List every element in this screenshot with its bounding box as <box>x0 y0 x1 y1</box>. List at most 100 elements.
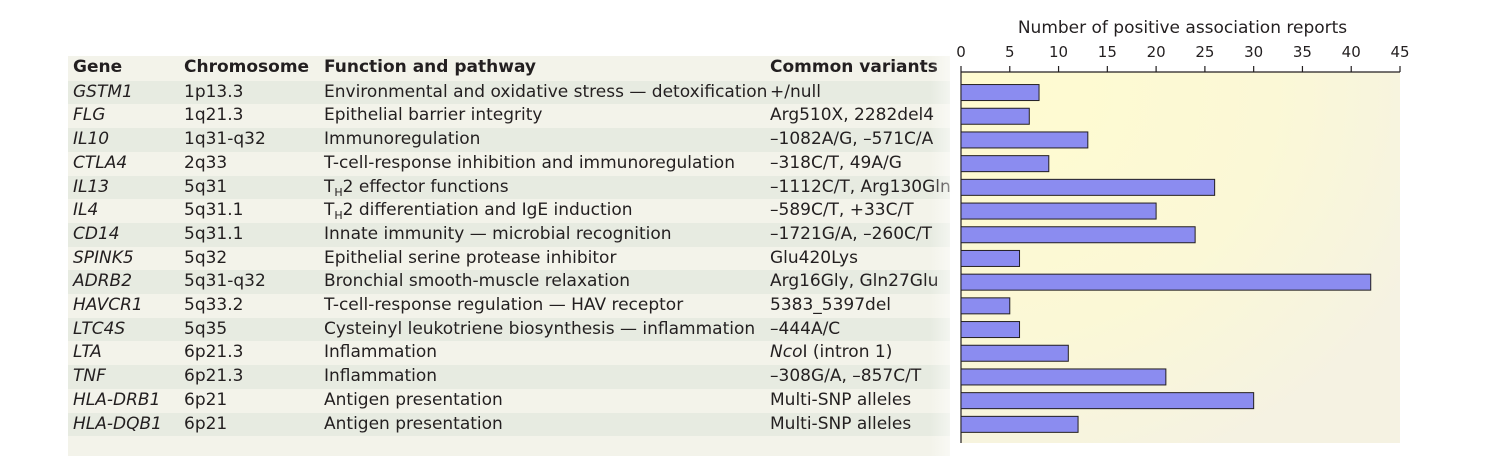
bar-hla-dqb1 <box>960 415 1079 433</box>
gene-cell: LTA <box>73 342 102 363</box>
header-function: Function and pathway <box>324 57 536 77</box>
chromosome-cell: 6p21.3 <box>184 366 244 387</box>
chromosome-cell: 5q31-q32 <box>184 271 266 292</box>
table-header-row: Gene Chromosome Function and pathway Com… <box>68 56 950 80</box>
bar-chart: Number of positive association reports 0… <box>956 18 1410 443</box>
header-variants: Common variants <box>770 57 938 77</box>
gene-cell: FLG <box>73 105 106 126</box>
chromosome-cell: 5q31 <box>184 176 228 197</box>
chromosome-cell: 1p13.3 <box>184 81 244 102</box>
bar-havcr1 <box>960 297 1011 315</box>
chromosome-cell: 5q32 <box>184 247 228 268</box>
function-cell: TH2 effector functions <box>324 176 509 200</box>
table-row: CD14 5q31.1 Innate immunity — microbial … <box>68 222 950 247</box>
table-row: HLA-DRB1 6p21 Antigen presentation Multi… <box>68 389 950 413</box>
bar-tnf <box>960 368 1167 386</box>
chromosome-cell: 2q33 <box>184 152 228 173</box>
variants-italic: Nco <box>770 342 803 363</box>
gene-cell: LTC4S <box>73 318 126 339</box>
bar-il4 <box>960 202 1157 220</box>
bar-hla-drb1 <box>960 392 1255 410</box>
x-axis-ticks: 0 5 10 15 20 25 30 35 40 45 <box>956 43 1410 72</box>
x-tick-label: 5 <box>1005 43 1015 61</box>
gene-cell: GSTM1 <box>73 81 133 102</box>
table-row: IL13 5q31 TH2 effector functions –1112C/… <box>68 175 951 200</box>
variants-cell: Multi-SNP alleles <box>770 389 912 410</box>
bar-adrb2 <box>960 273 1372 291</box>
bar-flg <box>960 107 1030 125</box>
x-tick-label: 25 <box>1195 43 1214 61</box>
function-cell: Environmental and oxidative stress — det… <box>324 81 768 102</box>
x-tick-label: 30 <box>1244 43 1263 61</box>
function-cell: Epithelial serine protease inhibitor <box>324 247 617 268</box>
chromosome-cell: 5q31.1 <box>184 223 244 244</box>
function-cell: TH2 differentiation and IgE induction <box>324 199 633 223</box>
gene-cell: HLA-DQB1 <box>73 413 162 434</box>
function-suffix: 2 differentiation and IgE induction <box>342 200 633 221</box>
variants-cell: Arg510X, 2282del4 <box>770 105 935 126</box>
gene-cell: CD14 <box>73 223 120 244</box>
chromosome-cell: 1q31-q32 <box>184 129 266 150</box>
table-row: HAVCR1 5q33.2 T-cell-response regulation… <box>68 294 950 318</box>
bar-ltc4s <box>960 321 1021 339</box>
gene-cell: IL10 <box>73 129 110 150</box>
variants-cell: –318C/T, 49A/G <box>770 152 902 173</box>
function-cell: T-cell-response regulation — HAV recepto… <box>324 295 684 315</box>
function-cell: T-cell-response inhibition and immunoreg… <box>324 152 735 173</box>
bar-lta <box>960 344 1069 362</box>
variants-cell: NcoI (intron 1) <box>770 341 892 365</box>
function-prefix: T <box>324 200 335 221</box>
bar-il10 <box>960 131 1089 149</box>
bar-il13 <box>960 178 1216 196</box>
gene-cell: ADRB2 <box>73 271 133 292</box>
table-row: IL4 5q31.1 TH2 differentiation and IgE i… <box>68 199 950 223</box>
table-row: ADRB2 5q31-q32 Bronchial smooth-muscle r… <box>68 270 950 294</box>
table-row: FLG 1q21.3 Epithelial barrier integrity … <box>68 104 950 128</box>
function-cell: Inflammation <box>324 366 438 387</box>
function-subscript: H <box>334 209 343 223</box>
chromosome-cell: 6p21 <box>184 389 228 410</box>
function-cell: Antigen presentation <box>324 413 503 434</box>
variants-cell: Glu420Lys <box>770 247 858 268</box>
x-tick-label: 20 <box>1147 43 1166 61</box>
table-row: CTLA4 2q33 T-cell-response inhibition an… <box>68 152 950 176</box>
variants-cell: –1082A/G, –571C/A <box>770 129 934 150</box>
function-cell: Innate immunity — microbial recognition <box>324 223 672 244</box>
x-axis-title: Number of positive association reports <box>1018 18 1347 38</box>
function-suffix: 2 effector functions <box>342 176 509 197</box>
chromosome-cell: 6p21.3 <box>184 342 244 363</box>
variants-cell: +/null <box>770 81 821 102</box>
bar-cd14 <box>960 226 1196 244</box>
x-tick-label: 45 <box>1390 43 1409 61</box>
function-cell: Immunoregulation <box>324 129 481 150</box>
gene-cell: HAVCR1 <box>73 295 143 315</box>
variants-cell: Arg16Gly, Gln27Glu <box>770 271 939 292</box>
bars <box>960 84 1372 433</box>
chromosome-cell: 5q35 <box>184 318 228 339</box>
variants-cell: –444A/C <box>770 318 841 339</box>
x-tick-label: 0 <box>956 43 966 61</box>
x-tick-label: 15 <box>1098 43 1117 61</box>
table-row: IL10 1q31-q32 Immunoregulation –1082A/G,… <box>68 128 950 152</box>
gene-cell: CTLA4 <box>73 152 128 173</box>
bar-ctla4 <box>960 155 1050 173</box>
table-background <box>68 56 950 456</box>
variants-rest: I (intron 1) <box>802 342 893 363</box>
table-row: GSTM1 1p13.3 Environmental and oxidative… <box>68 80 950 105</box>
function-cell: Inflammation <box>324 342 438 363</box>
variants-cell: –589C/T, +33C/T <box>770 200 914 221</box>
table-row: HLA-DQB1 6p21 Antigen presentation Multi… <box>68 412 950 437</box>
variants-cell: –1721G/A, –260C/T <box>770 223 933 244</box>
table-row: SPINK5 5q32 Epithelial serine protease i… <box>68 247 950 271</box>
function-cell: Epithelial barrier integrity <box>324 105 543 126</box>
header-chromosome: Chromosome <box>184 57 310 77</box>
gene-cell: HLA-DRB1 <box>73 389 161 410</box>
chromosome-cell: 5q33.2 <box>184 295 244 315</box>
chromosome-cell: 5q31.1 <box>184 200 244 221</box>
bar-gstm1 <box>960 84 1040 102</box>
x-tick-label: 40 <box>1342 43 1361 61</box>
chromosome-cell: 1q21.3 <box>184 105 244 126</box>
x-tick-label: 35 <box>1293 43 1312 61</box>
table-row: LTC4S 5q35 Cysteinyl leukotriene biosynt… <box>68 317 950 342</box>
function-prefix: T <box>324 176 335 197</box>
